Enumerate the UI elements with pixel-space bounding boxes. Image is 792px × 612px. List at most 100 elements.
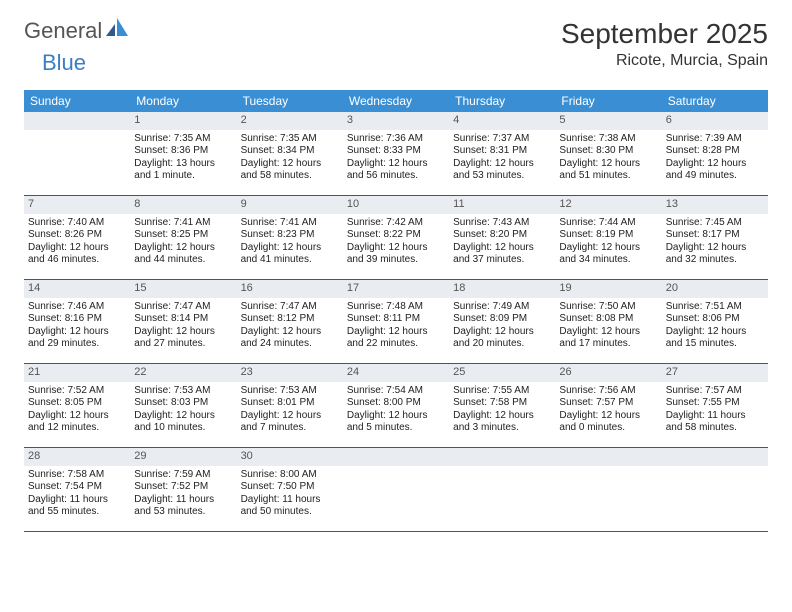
daylight-label: Daylight: 11 hours and 53 minutes. bbox=[134, 494, 232, 519]
sunrise-label: Sunrise: 7:59 AM bbox=[134, 469, 232, 482]
sunset-label: Sunset: 7:58 PM bbox=[453, 397, 551, 410]
day-cell bbox=[662, 448, 768, 532]
sunrise-label: Sunrise: 7:47 AM bbox=[241, 301, 339, 314]
daylight-label: Daylight: 12 hours and 51 minutes. bbox=[559, 158, 657, 183]
week-row: 7Sunrise: 7:40 AMSunset: 8:26 PMDaylight… bbox=[24, 196, 768, 280]
day-cell: 7Sunrise: 7:40 AMSunset: 8:26 PMDaylight… bbox=[24, 196, 130, 280]
daylight-label: Daylight: 12 hours and 10 minutes. bbox=[134, 410, 232, 435]
daylight-label: Daylight: 12 hours and 32 minutes. bbox=[666, 242, 764, 267]
weekday-header-row: Sunday Monday Tuesday Wednesday Thursday… bbox=[24, 90, 768, 112]
day-number: 23 bbox=[237, 364, 343, 382]
sunrise-label: Sunrise: 7:41 AM bbox=[134, 217, 232, 230]
daylight-label: Daylight: 12 hours and 3 minutes. bbox=[453, 410, 551, 435]
sunset-label: Sunset: 8:12 PM bbox=[241, 313, 339, 326]
daylight-label: Daylight: 12 hours and 0 minutes. bbox=[559, 410, 657, 435]
day-number: 5 bbox=[555, 112, 661, 130]
daylight-label: Daylight: 12 hours and 17 minutes. bbox=[559, 326, 657, 351]
day-number bbox=[24, 112, 130, 130]
week-row: 1Sunrise: 7:35 AMSunset: 8:36 PMDaylight… bbox=[24, 112, 768, 196]
day-number: 4 bbox=[449, 112, 555, 130]
sunset-label: Sunset: 8:26 PM bbox=[28, 229, 126, 242]
sunrise-label: Sunrise: 7:49 AM bbox=[453, 301, 551, 314]
day-cell bbox=[449, 448, 555, 532]
day-cell: 8Sunrise: 7:41 AMSunset: 8:25 PMDaylight… bbox=[130, 196, 236, 280]
day-number bbox=[449, 448, 555, 466]
daylight-label: Daylight: 12 hours and 41 minutes. bbox=[241, 242, 339, 267]
day-cell: 6Sunrise: 7:39 AMSunset: 8:28 PMDaylight… bbox=[662, 112, 768, 196]
sunset-label: Sunset: 8:14 PM bbox=[134, 313, 232, 326]
sunset-label: Sunset: 8:03 PM bbox=[134, 397, 232, 410]
sunrise-label: Sunrise: 7:57 AM bbox=[666, 385, 764, 398]
day-number: 10 bbox=[343, 196, 449, 214]
day-number: 11 bbox=[449, 196, 555, 214]
sunrise-label: Sunrise: 7:41 AM bbox=[241, 217, 339, 230]
sunset-label: Sunset: 8:05 PM bbox=[28, 397, 126, 410]
daylight-label: Daylight: 12 hours and 34 minutes. bbox=[559, 242, 657, 267]
daylight-label: Daylight: 12 hours and 15 minutes. bbox=[666, 326, 764, 351]
sunset-label: Sunset: 8:36 PM bbox=[134, 145, 232, 158]
sunrise-label: Sunrise: 7:44 AM bbox=[559, 217, 657, 230]
day-cell: 18Sunrise: 7:49 AMSunset: 8:09 PMDayligh… bbox=[449, 280, 555, 364]
day-cell bbox=[24, 112, 130, 196]
day-number bbox=[343, 448, 449, 466]
daylight-label: Daylight: 12 hours and 44 minutes. bbox=[134, 242, 232, 267]
day-number: 1 bbox=[130, 112, 236, 130]
sunset-label: Sunset: 8:16 PM bbox=[28, 313, 126, 326]
sunset-label: Sunset: 7:57 PM bbox=[559, 397, 657, 410]
day-cell bbox=[555, 448, 661, 532]
daylight-label: Daylight: 12 hours and 56 minutes. bbox=[347, 158, 445, 183]
title-block: September 2025 Ricote, Murcia, Spain bbox=[561, 18, 768, 70]
sunrise-label: Sunrise: 7:53 AM bbox=[134, 385, 232, 398]
day-number bbox=[555, 448, 661, 466]
daylight-label: Daylight: 12 hours and 12 minutes. bbox=[28, 410, 126, 435]
week-row: 28Sunrise: 7:58 AMSunset: 7:54 PMDayligh… bbox=[24, 448, 768, 532]
sunrise-label: Sunrise: 7:56 AM bbox=[559, 385, 657, 398]
day-cell: 30Sunrise: 8:00 AMSunset: 7:50 PMDayligh… bbox=[237, 448, 343, 532]
day-number: 8 bbox=[130, 196, 236, 214]
day-cell: 17Sunrise: 7:48 AMSunset: 8:11 PMDayligh… bbox=[343, 280, 449, 364]
daylight-label: Daylight: 12 hours and 24 minutes. bbox=[241, 326, 339, 351]
brand-blue: Blue bbox=[42, 50, 86, 75]
brand-logo: General bbox=[24, 18, 132, 44]
day-cell: 29Sunrise: 7:59 AMSunset: 7:52 PMDayligh… bbox=[130, 448, 236, 532]
day-cell: 3Sunrise: 7:36 AMSunset: 8:33 PMDaylight… bbox=[343, 112, 449, 196]
day-number: 14 bbox=[24, 280, 130, 298]
day-cell: 9Sunrise: 7:41 AMSunset: 8:23 PMDaylight… bbox=[237, 196, 343, 280]
sunrise-label: Sunrise: 7:42 AM bbox=[347, 217, 445, 230]
sunrise-label: Sunrise: 7:53 AM bbox=[241, 385, 339, 398]
daylight-label: Daylight: 11 hours and 58 minutes. bbox=[666, 410, 764, 435]
day-cell: 28Sunrise: 7:58 AMSunset: 7:54 PMDayligh… bbox=[24, 448, 130, 532]
daylight-label: Daylight: 12 hours and 5 minutes. bbox=[347, 410, 445, 435]
day-number: 27 bbox=[662, 364, 768, 382]
sunset-label: Sunset: 7:54 PM bbox=[28, 481, 126, 494]
day-number: 3 bbox=[343, 112, 449, 130]
day-number: 30 bbox=[237, 448, 343, 466]
sunrise-label: Sunrise: 7:45 AM bbox=[666, 217, 764, 230]
day-cell: 22Sunrise: 7:53 AMSunset: 8:03 PMDayligh… bbox=[130, 364, 236, 448]
daylight-label: Daylight: 12 hours and 46 minutes. bbox=[28, 242, 126, 267]
location-label: Ricote, Murcia, Spain bbox=[561, 52, 768, 70]
sunset-label: Sunset: 8:28 PM bbox=[666, 145, 764, 158]
sunset-label: Sunset: 8:33 PM bbox=[347, 145, 445, 158]
sunset-label: Sunset: 7:50 PM bbox=[241, 481, 339, 494]
day-number: 6 bbox=[662, 112, 768, 130]
sunrise-label: Sunrise: 7:52 AM bbox=[28, 385, 126, 398]
day-number: 26 bbox=[555, 364, 661, 382]
sails-icon bbox=[106, 18, 132, 44]
daylight-label: Daylight: 11 hours and 50 minutes. bbox=[241, 494, 339, 519]
daylight-label: Daylight: 11 hours and 55 minutes. bbox=[28, 494, 126, 519]
calendar-page: General September 2025 Ricote, Murcia, S… bbox=[0, 0, 792, 550]
day-number: 7 bbox=[24, 196, 130, 214]
sunset-label: Sunset: 8:11 PM bbox=[347, 313, 445, 326]
day-cell bbox=[343, 448, 449, 532]
sunset-label: Sunset: 8:22 PM bbox=[347, 229, 445, 242]
day-number: 28 bbox=[24, 448, 130, 466]
month-title: September 2025 bbox=[561, 18, 768, 50]
day-cell: 15Sunrise: 7:47 AMSunset: 8:14 PMDayligh… bbox=[130, 280, 236, 364]
day-number: 21 bbox=[24, 364, 130, 382]
daylight-label: Daylight: 12 hours and 7 minutes. bbox=[241, 410, 339, 435]
day-cell: 24Sunrise: 7:54 AMSunset: 8:00 PMDayligh… bbox=[343, 364, 449, 448]
weekday-header: Wednesday bbox=[343, 90, 449, 112]
day-number: 19 bbox=[555, 280, 661, 298]
daylight-label: Daylight: 12 hours and 20 minutes. bbox=[453, 326, 551, 351]
